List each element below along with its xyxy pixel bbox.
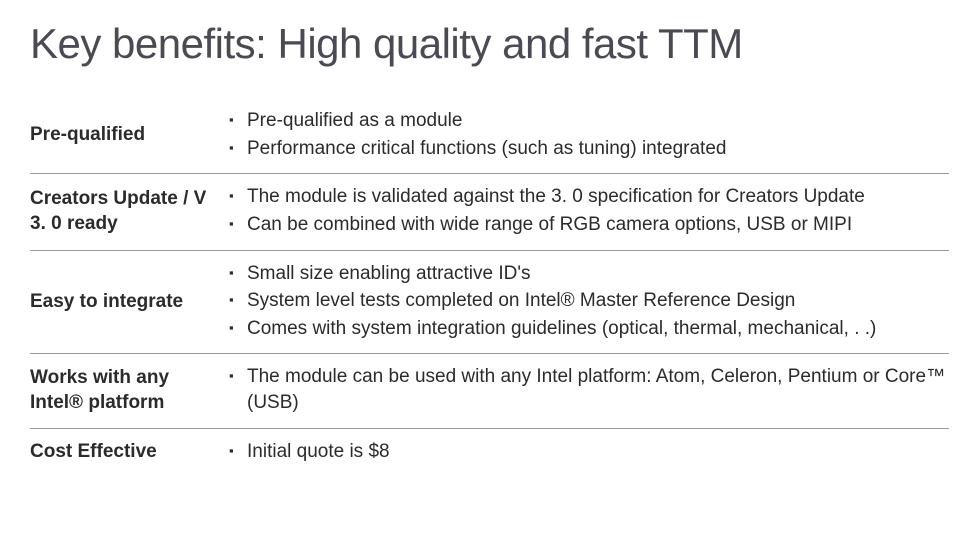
bullet-item: Initial quote is $8 xyxy=(225,439,949,465)
bullet-item: System level tests completed on Intel® M… xyxy=(225,288,949,314)
bullet-list: The module can be used with any Intel pl… xyxy=(225,364,949,415)
row-content: Pre-qualified as a module Performance cr… xyxy=(225,98,949,173)
bullet-list: Small size enabling attractive ID's Syst… xyxy=(225,261,949,342)
benefits-table: Pre-qualified Pre-qualified as a module … xyxy=(30,98,949,476)
row-label: Easy to integrate xyxy=(30,251,225,354)
bullet-item: Small size enabling attractive ID's xyxy=(225,261,949,287)
row-content: The module can be used with any Intel pl… xyxy=(225,354,949,427)
row-label: Works with any Intel® platform xyxy=(30,354,225,427)
bullet-list: Pre-qualified as a module Performance cr… xyxy=(225,108,949,161)
bullet-item: Can be combined with wide range of RGB c… xyxy=(225,212,949,238)
row-content: Initial quote is $8 xyxy=(225,429,949,477)
row-label: Pre-qualified xyxy=(30,98,225,173)
row-content: The module is validated against the 3. 0… xyxy=(225,174,949,249)
table-row: Creators Update / V 3. 0 ready The modul… xyxy=(30,174,949,250)
row-label: Cost Effective xyxy=(30,429,225,477)
bullet-list: Initial quote is $8 xyxy=(225,439,949,465)
table-row: Cost Effective Initial quote is $8 xyxy=(30,429,949,477)
bullet-item: Performance critical functions (such as … xyxy=(225,136,949,162)
bullet-item: Comes with system integration guidelines… xyxy=(225,316,949,342)
row-label: Creators Update / V 3. 0 ready xyxy=(30,174,225,249)
table-row: Works with any Intel® platform The modul… xyxy=(30,354,949,428)
bullet-item: The module is validated against the 3. 0… xyxy=(225,184,949,210)
bullet-item: Pre-qualified as a module xyxy=(225,108,949,134)
slide-title: Key benefits: High quality and fast TTM xyxy=(30,20,949,68)
bullet-list: The module is validated against the 3. 0… xyxy=(225,184,949,237)
bullet-item: The module can be used with any Intel pl… xyxy=(225,364,949,415)
table-row: Easy to integrate Small size enabling at… xyxy=(30,251,949,355)
row-content: Small size enabling attractive ID's Syst… xyxy=(225,251,949,354)
table-row: Pre-qualified Pre-qualified as a module … xyxy=(30,98,949,174)
